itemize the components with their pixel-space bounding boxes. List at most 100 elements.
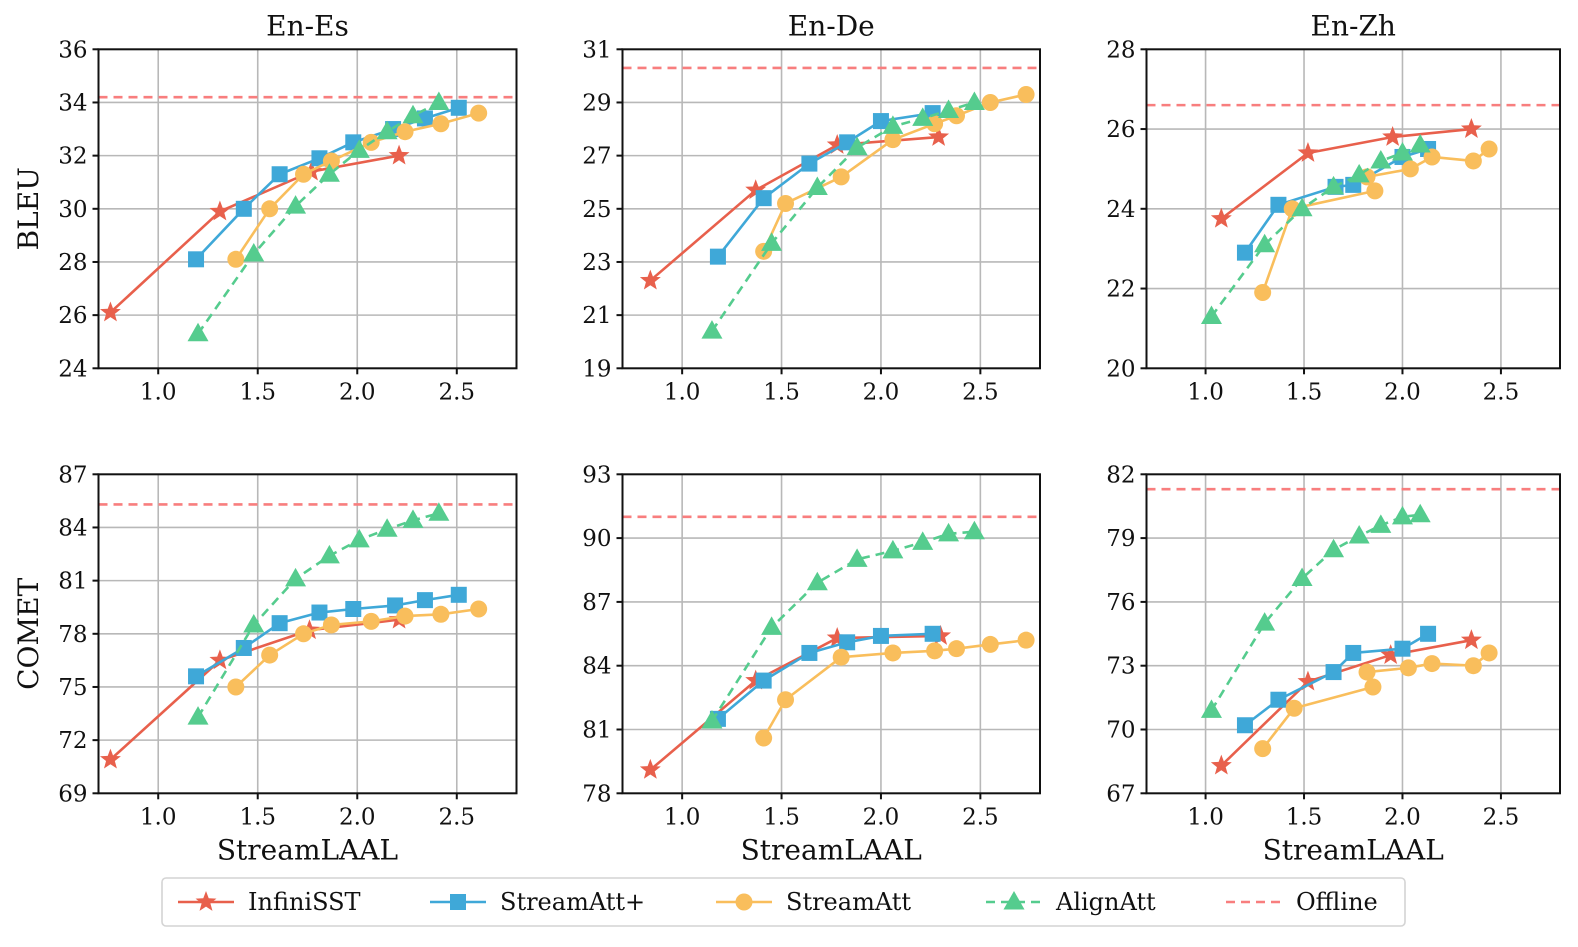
x-tick-label: 1.5 — [763, 804, 800, 830]
alignatt-point — [376, 120, 398, 140]
streamatt-point — [396, 123, 414, 141]
alignatt-point — [1323, 538, 1345, 558]
y-tick-label: 26 — [1106, 117, 1135, 143]
streamattplus-point — [271, 615, 288, 632]
series-group — [99, 91, 488, 342]
alignatt-point — [761, 232, 783, 251]
x-tick-label: 1.5 — [1286, 379, 1323, 405]
alignatt-point — [1409, 503, 1431, 523]
y-tick-label: 25 — [582, 197, 611, 223]
infinisst-point — [1460, 118, 1482, 138]
streamatt-point — [1423, 655, 1441, 673]
y-tick-label: 24 — [58, 356, 87, 382]
streamatt-point — [295, 165, 313, 183]
legend-marker-star — [195, 891, 217, 911]
x-tick-label: 2.0 — [1384, 379, 1421, 405]
streamattplus-point — [1394, 640, 1411, 657]
streamatt-point — [1364, 678, 1382, 696]
x-tick-label: 1.0 — [140, 379, 177, 405]
streamatt-point — [1254, 740, 1272, 758]
infinisst-line — [109, 154, 400, 314]
streamatt-point — [261, 200, 279, 218]
panel-row1-col2-comet: 1.0 1.5 2.0 2.5 67 70 73 76 79 82 StreamLAAL — [1106, 462, 1561, 866]
streamattplus-point — [450, 99, 467, 116]
alignatt-point — [846, 136, 868, 156]
streamatt-point — [1358, 663, 1376, 681]
streamattplus-point — [1325, 664, 1342, 681]
streamatt-point — [981, 635, 999, 653]
infinisst-point — [1460, 629, 1482, 650]
infinisst-point — [826, 134, 848, 154]
x-tick-label: 1.5 — [1286, 804, 1323, 830]
streamatt-point — [362, 612, 380, 630]
streamatt-point — [981, 93, 999, 111]
legend-label: Offline — [1296, 888, 1378, 916]
streamattplus-point — [839, 634, 856, 651]
legend-label: StreamAtt+ — [500, 888, 645, 916]
infinisst-point — [99, 301, 121, 322]
streamattplus-point — [872, 627, 889, 644]
y-tick-label: 28 — [1106, 37, 1135, 63]
y-tick-label: 87 — [58, 462, 87, 488]
x-tick-label: 2.5 — [438, 379, 475, 405]
panel-title: En-Zh — [1311, 9, 1396, 42]
legend-label: InfiniSST — [248, 888, 361, 916]
alignatt-line — [1210, 143, 1421, 318]
y-tick-label: 79 — [1106, 526, 1135, 552]
series-group — [1200, 118, 1498, 324]
streamatt-point — [1254, 284, 1272, 302]
alignatt-point — [1254, 612, 1276, 631]
legend-item-alignatt: AlignAtt — [986, 888, 1156, 916]
infinisst-line — [109, 618, 400, 761]
streamattplus-point — [311, 604, 328, 621]
streamattplus-point — [345, 600, 362, 617]
streamatt-point — [470, 104, 488, 122]
infinisst-point — [1210, 754, 1232, 775]
streamattplus-point — [839, 134, 856, 151]
streamatt-point — [755, 729, 773, 747]
legend-item-streamatt: StreamAtt — [716, 888, 911, 916]
series-group — [1200, 503, 1498, 775]
streamatt-point — [261, 646, 279, 664]
streamattplus-point — [1345, 644, 1362, 661]
alignatt-point — [938, 99, 960, 118]
y-tick-label: 19 — [582, 356, 611, 382]
streamattplus-point — [801, 644, 818, 661]
streamatt-point — [1480, 644, 1498, 662]
alignatt-point — [963, 91, 985, 110]
panel-row1-col1-comet: 1.0 1.5 2.0 2.5 78 81 84 87 90 93 StreamLAAL — [582, 462, 1041, 866]
x-tick-label: 1.0 — [664, 804, 701, 830]
y-tick-label: 69 — [58, 781, 87, 807]
streamattplus-point — [235, 639, 252, 656]
x-tick-label: 1.0 — [140, 804, 177, 830]
streamattplus-point — [188, 251, 205, 268]
alignatt-point — [1291, 567, 1313, 587]
x-tick-label: 2.5 — [962, 804, 999, 830]
x-tick-label: 2.5 — [1483, 804, 1520, 830]
alignatt-line — [710, 101, 975, 332]
x-axis-label: StreamLAAL — [741, 833, 922, 866]
alignatt-point — [938, 522, 960, 542]
legend-item-offline: Offline — [1226, 888, 1378, 916]
alignatt-point — [912, 531, 934, 550]
y-tick-label: 87 — [582, 590, 611, 616]
alignatt-point — [963, 520, 985, 540]
y-tick-label: 67 — [1106, 781, 1135, 807]
x-tick-label: 2.0 — [339, 379, 376, 405]
x-tick-label: 2.0 — [339, 804, 376, 830]
x-tick-label: 1.5 — [763, 379, 800, 405]
streamatt-point — [396, 607, 414, 625]
series-group — [639, 85, 1035, 339]
y-tick-label: 93 — [582, 462, 611, 488]
streamatt-point — [1017, 85, 1035, 103]
infinisst-point — [209, 649, 231, 670]
panel-en-es-bleu: 1.0 1.5 2.0 2.5 24 26 28 30 32 34 36 En-Es BLEU — [12, 9, 518, 405]
legend-label: StreamAtt — [786, 888, 911, 916]
streamatt-point — [777, 194, 795, 212]
x-tick-label: 2.0 — [863, 379, 900, 405]
streamatt-point — [926, 115, 944, 133]
streamattplus-point — [1420, 625, 1437, 642]
streamatt-point — [1285, 699, 1303, 717]
alignatt-point — [187, 706, 209, 725]
alignatt-point — [882, 539, 904, 559]
